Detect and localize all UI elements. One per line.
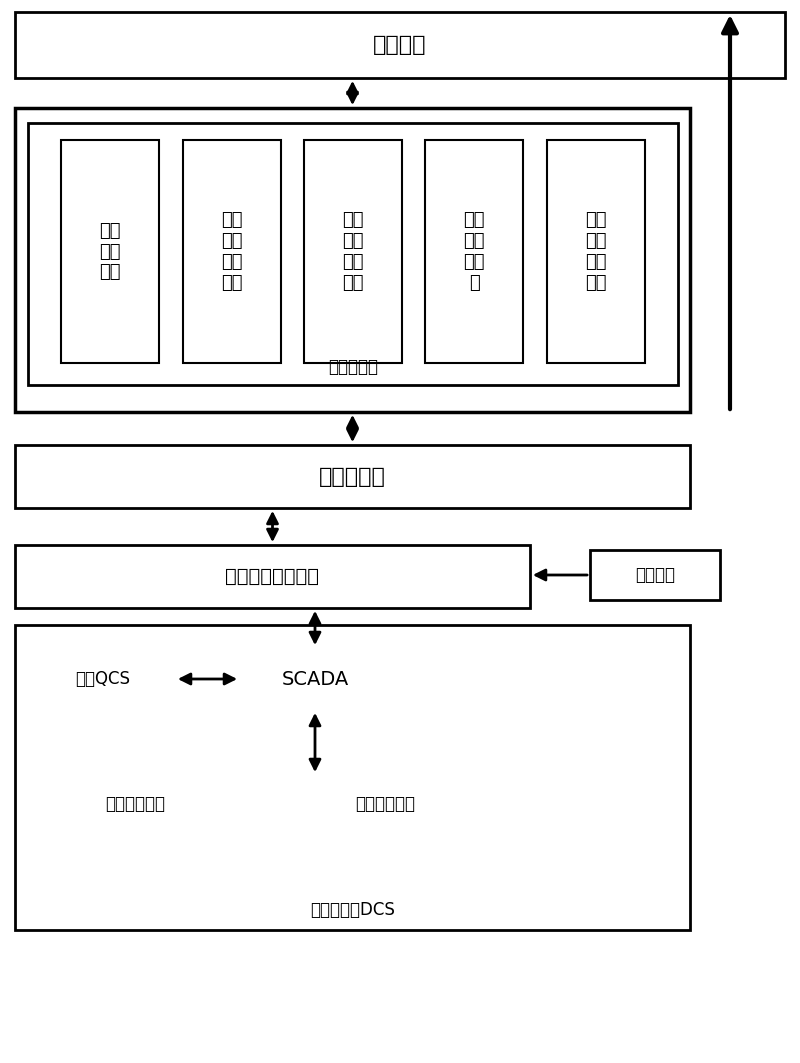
Text: 用户界面: 用户界面	[374, 35, 426, 55]
FancyBboxPatch shape	[426, 140, 523, 362]
FancyBboxPatch shape	[30, 775, 240, 833]
FancyBboxPatch shape	[304, 140, 402, 362]
Text: 控制模型库: 控制模型库	[328, 358, 378, 376]
Text: 工业组态软件模块: 工业组态软件模块	[226, 567, 319, 586]
FancyBboxPatch shape	[28, 123, 678, 385]
Text: 人工输入: 人工输入	[635, 566, 675, 584]
FancyBboxPatch shape	[15, 445, 690, 508]
Text: 能量
系统
融合
模型: 能量 系统 融合 模型	[585, 212, 606, 291]
FancyBboxPatch shape	[15, 545, 530, 608]
FancyBboxPatch shape	[30, 648, 175, 710]
FancyBboxPatch shape	[62, 140, 159, 362]
Text: 新增传感器群: 新增传感器群	[355, 795, 415, 813]
FancyBboxPatch shape	[546, 140, 645, 362]
FancyBboxPatch shape	[15, 625, 690, 930]
Text: 关系数据库: 关系数据库	[319, 467, 386, 487]
FancyBboxPatch shape	[240, 648, 390, 710]
Text: 气罩
通风
系统
模型: 气罩 通风 系统 模型	[342, 212, 364, 291]
FancyBboxPatch shape	[280, 775, 490, 833]
Text: 热回
收系
统模
型: 热回 收系 统模 型	[463, 212, 485, 291]
Text: 纸机干燥部DCS: 纸机干燥部DCS	[310, 901, 395, 919]
FancyBboxPatch shape	[590, 550, 720, 600]
Text: 纸机QCS: 纸机QCS	[75, 670, 130, 688]
Text: 蒸汽
冷凝
系统
模型: 蒸汽 冷凝 系统 模型	[221, 212, 242, 291]
Text: 能耗
目标
模型: 能耗 目标 模型	[99, 222, 121, 282]
Text: SCADA: SCADA	[282, 670, 349, 689]
Text: 原有传感器群: 原有传感器群	[105, 795, 165, 813]
FancyBboxPatch shape	[15, 12, 785, 78]
FancyBboxPatch shape	[15, 108, 690, 412]
FancyBboxPatch shape	[182, 140, 281, 362]
